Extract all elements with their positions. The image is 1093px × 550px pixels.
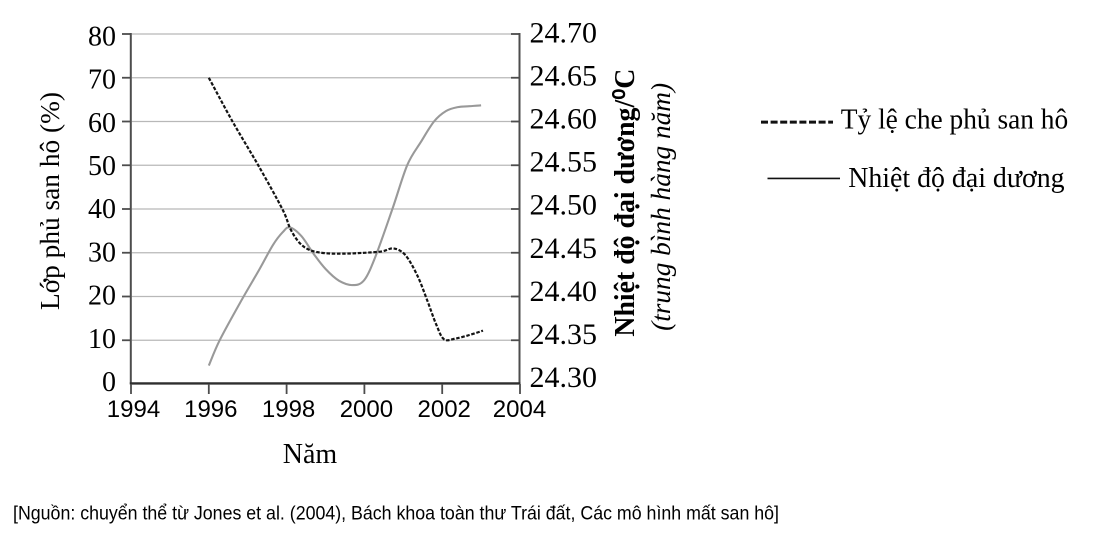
svg-text:2002: 2002	[418, 396, 471, 423]
svg-text:40: 40	[88, 194, 116, 225]
svg-text:1994: 1994	[107, 396, 160, 423]
svg-text:[Nguồn: chuyển thể từ Jones et: [Nguồn: chuyển thể từ Jones et al. (2004…	[13, 503, 779, 525]
svg-text:24.35: 24.35	[530, 318, 598, 351]
svg-text:Nhiệt độ đại dương: Nhiệt độ đại dương	[848, 162, 1064, 194]
svg-text:60: 60	[88, 108, 116, 139]
svg-text:(trung bình hàng năm): (trung bình hàng năm)	[646, 83, 676, 331]
svg-text:24.40: 24.40	[530, 275, 598, 308]
svg-text:24.50: 24.50	[530, 189, 598, 222]
svg-text:50: 50	[88, 151, 116, 182]
svg-text:2000: 2000	[340, 396, 393, 423]
svg-text:Lớp phủ san hô (%): Lớp phủ san hô (%)	[35, 92, 65, 310]
svg-text:0: 0	[102, 367, 116, 398]
svg-text:70: 70	[88, 65, 116, 96]
svg-text:20: 20	[88, 281, 116, 312]
svg-text:1998: 1998	[262, 396, 315, 423]
svg-text:24.45: 24.45	[530, 232, 598, 265]
svg-text:Nhiệt độ đại dương/⁰C: Nhiệt độ đại dương/⁰C	[609, 69, 641, 337]
svg-text:80: 80	[88, 21, 116, 52]
svg-text:Tỷ lệ che phủ san hô: Tỷ lệ che phủ san hô	[841, 104, 1068, 136]
svg-text:24.70: 24.70	[530, 16, 598, 49]
svg-text:Năm: Năm	[283, 439, 338, 470]
svg-text:30: 30	[88, 237, 116, 268]
svg-text:24.30: 24.30	[530, 361, 598, 394]
svg-text:10: 10	[88, 324, 116, 355]
svg-text:1996: 1996	[184, 396, 237, 423]
svg-text:2004: 2004	[493, 396, 546, 423]
svg-text:24.55: 24.55	[530, 146, 598, 179]
svg-text:24.65: 24.65	[530, 59, 598, 92]
svg-text:24.60: 24.60	[530, 103, 598, 136]
